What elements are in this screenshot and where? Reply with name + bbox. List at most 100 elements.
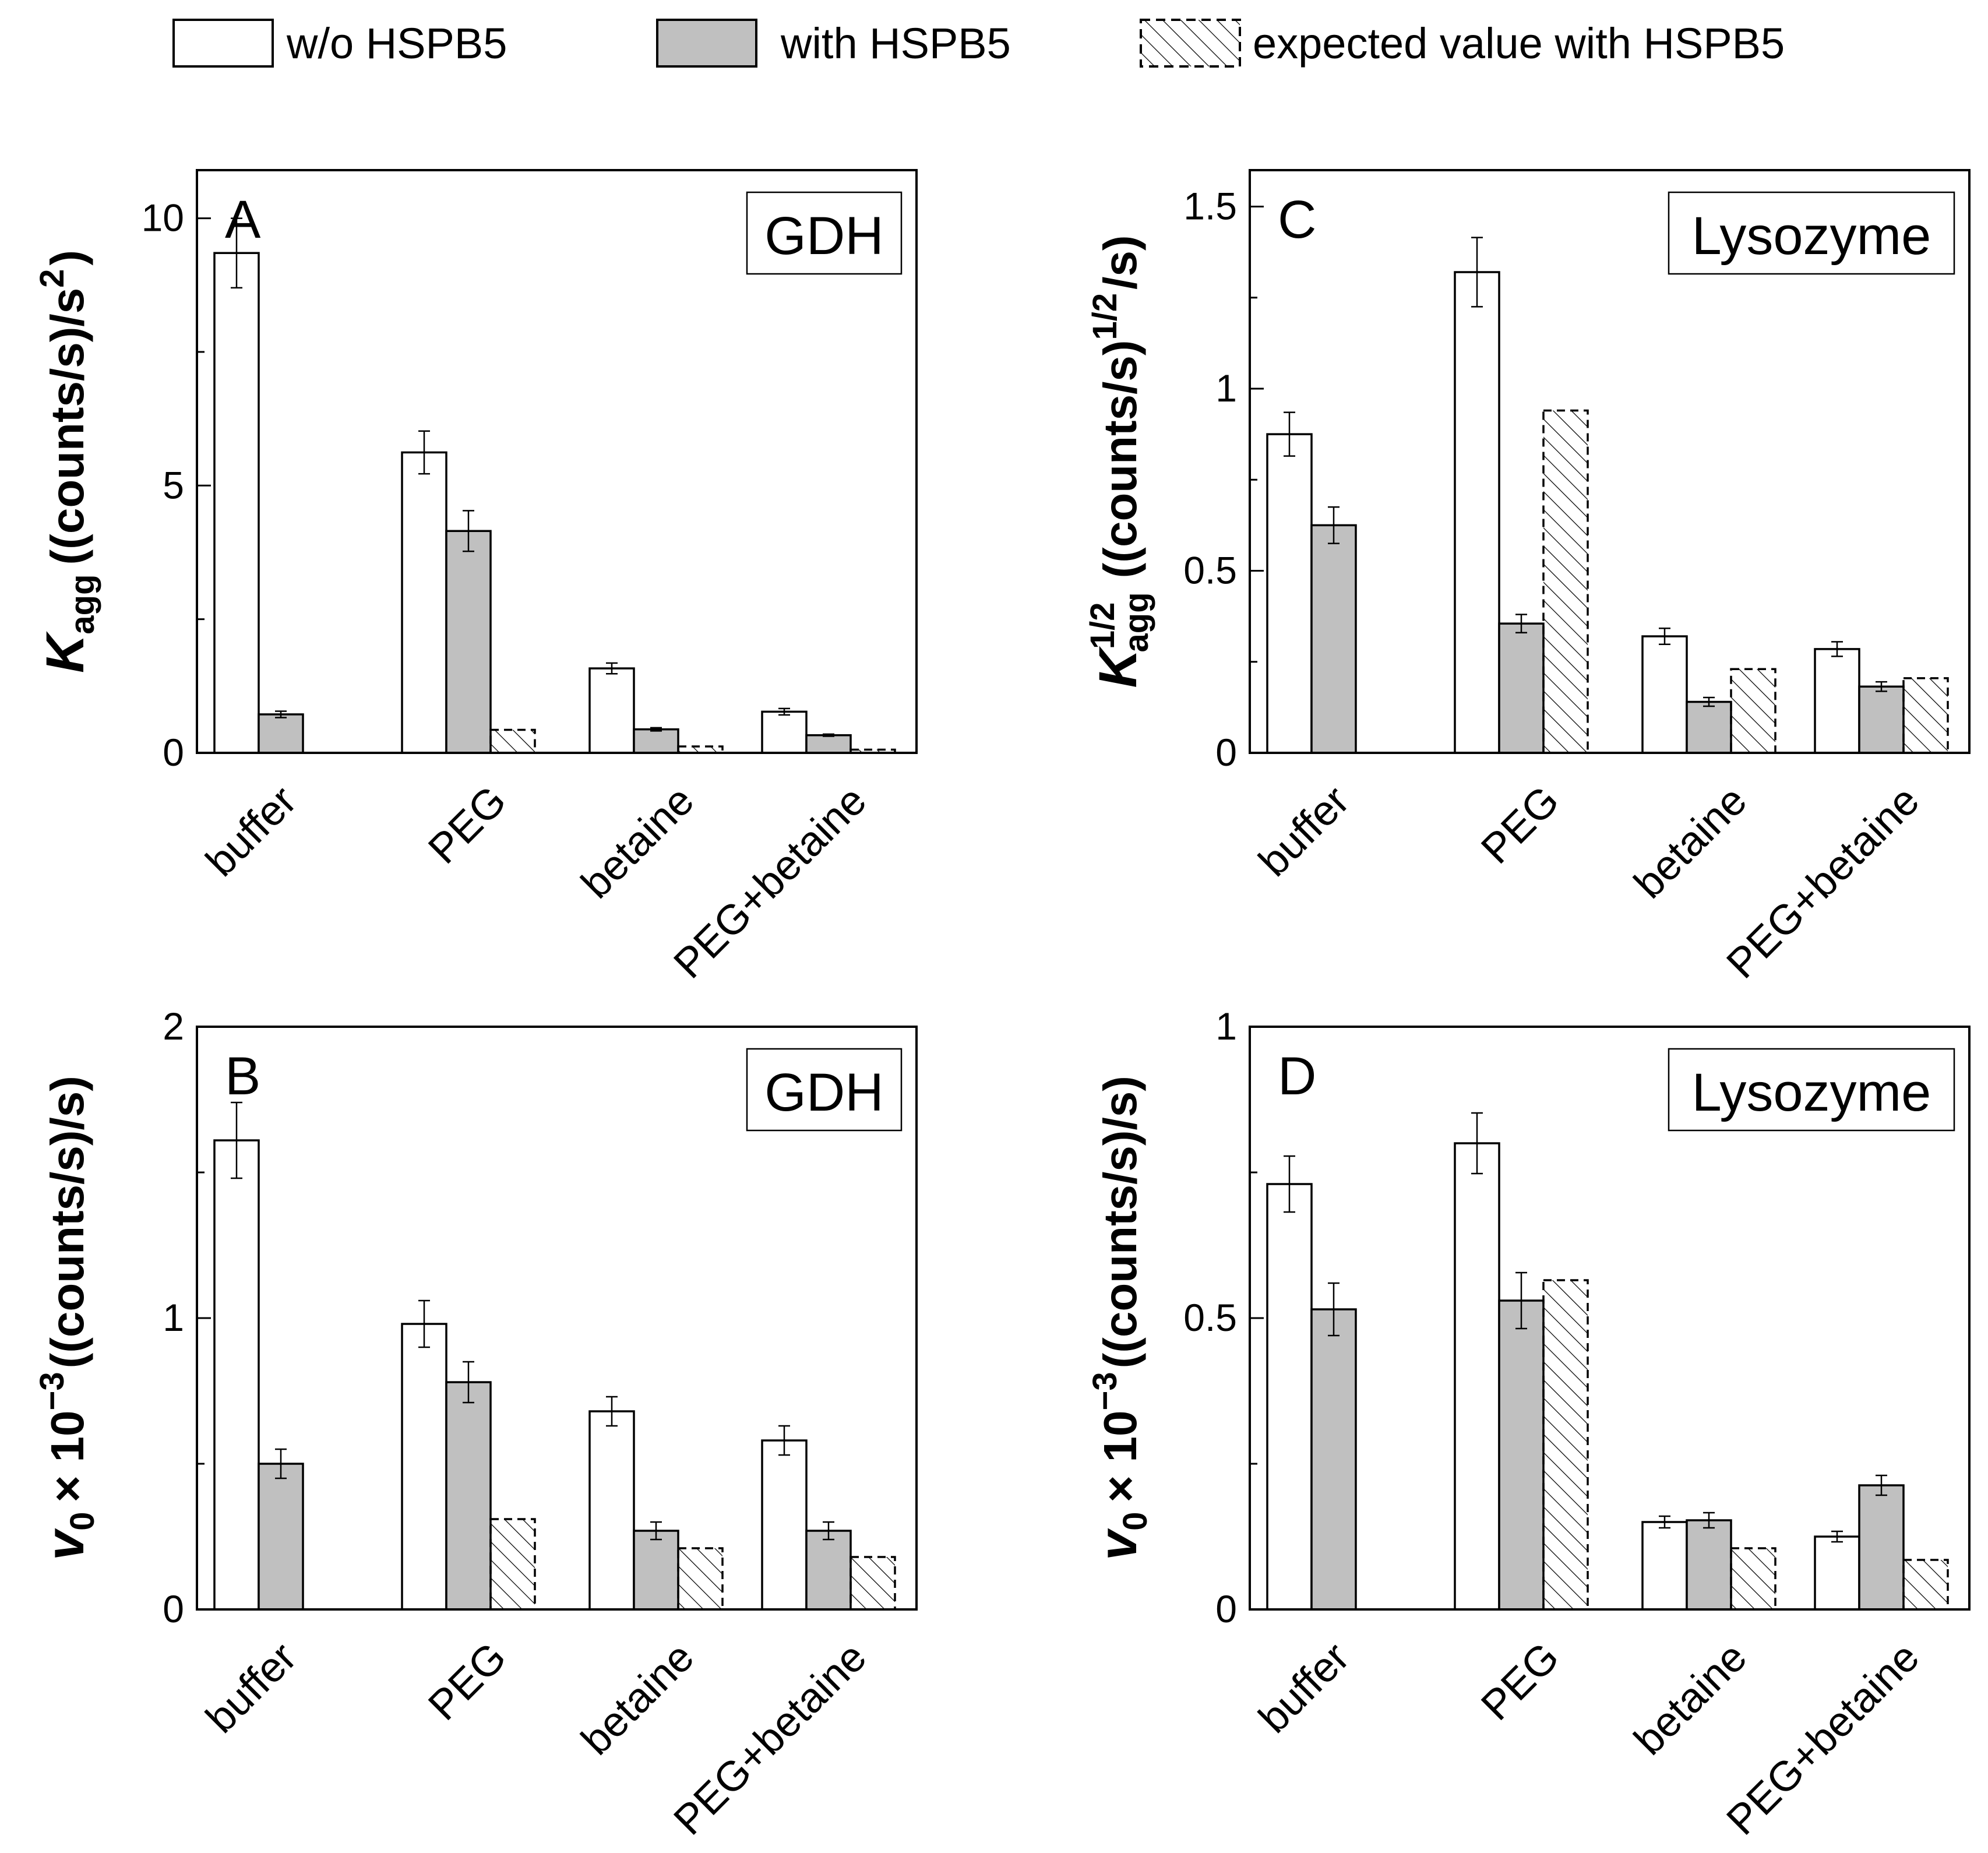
y-tick-label: 5	[163, 463, 184, 506]
bar-C-s2-c2	[1730, 668, 1776, 754]
y-axis-label-tail: ((counts/s)/s)	[41, 1076, 93, 1368]
category-label: buffer	[197, 1634, 305, 1742]
bar-B-s1-c0	[258, 1463, 304, 1611]
category-label: betaine	[573, 777, 703, 908]
bar-A-s0-c2	[588, 667, 635, 754]
y-axis-label-sup: −3	[1086, 1372, 1124, 1410]
legend-label-with: with HSPB5	[780, 19, 1011, 68]
bar-B-s0-c1	[401, 1323, 447, 1611]
y-axis-label: Kagg ((counts/s)/s2)	[33, 250, 101, 673]
y-axis-label: K1/2agg((counts/s)1/2/s)	[1084, 235, 1155, 688]
protein-label: Lysozyme	[1692, 1063, 1931, 1122]
y-tick-label: 1	[163, 1296, 184, 1339]
y-axis-label-sub: agg	[1118, 592, 1155, 652]
bar-A-s1-c3	[805, 734, 852, 754]
y-tick-label: 0	[1215, 1587, 1237, 1630]
y-axis-label-tail: )	[41, 250, 93, 266]
bar-A-s0-c3	[761, 710, 808, 754]
protein-label-box	[746, 1048, 903, 1132]
protein-label: GDH	[764, 1063, 883, 1122]
y-axis-label-sub: 0	[1116, 1512, 1154, 1530]
y-tick-label: 10	[142, 196, 184, 239]
y-axis-label-tail: /s)	[1094, 235, 1146, 289]
y-tick-label: 0	[1215, 731, 1237, 774]
panel-letter: A	[225, 190, 261, 249]
bar-B-s1-c1	[445, 1381, 492, 1611]
bar-D-s0-c1	[1454, 1142, 1500, 1611]
category-label: buffer	[197, 777, 305, 886]
bar-C-s0-c3	[1814, 648, 1860, 754]
bar-B-s2-c3	[850, 1556, 896, 1611]
panel-letter: B	[225, 1047, 260, 1106]
y-tick-label: 1	[1215, 367, 1237, 410]
plot-frame	[196, 169, 918, 754]
category-label: PEG	[1472, 777, 1568, 873]
category-label: PEG	[420, 1634, 515, 1729]
protein-label-box	[746, 191, 903, 275]
y-axis-label-sub: agg	[64, 574, 101, 634]
bar-C-s1-c1	[1498, 622, 1545, 754]
bar-C-s2-c1	[1542, 409, 1589, 754]
legend-swatch-with	[656, 19, 757, 68]
bar-B-s2-c1	[489, 1518, 536, 1611]
panel-letter: D	[1278, 1047, 1316, 1106]
bar-A-s0-c0	[213, 252, 260, 754]
category-label: betaine	[573, 1634, 703, 1764]
y-axis-label: v0 × 10−3 ((counts/s)/s)	[33, 1076, 101, 1560]
protein-label: Lysozyme	[1692, 206, 1931, 266]
bar-D-s0-c0	[1266, 1183, 1313, 1611]
category-label: PEG	[420, 777, 515, 873]
y-axis-label-sub: 0	[64, 1512, 101, 1530]
bar-C-s0-c1	[1454, 271, 1500, 754]
bar-D-s1-c0	[1310, 1308, 1357, 1611]
bar-C-s0-c0	[1266, 433, 1313, 754]
bar-A-s1-c1	[445, 530, 492, 754]
y-axis-label-rest: ((counts/s)	[1094, 340, 1146, 578]
bar-D-s1-c3	[1858, 1484, 1905, 1611]
panel-letter: C	[1278, 190, 1316, 249]
y-axis-label-sup: −3	[33, 1372, 71, 1410]
bar-D-s2-c3	[1902, 1559, 1949, 1611]
y-tick-label: 0	[163, 731, 184, 774]
bar-A-s0-c1	[401, 451, 447, 754]
bar-C-s1-c0	[1310, 524, 1357, 754]
bar-D-s1-c1	[1498, 1299, 1545, 1611]
y-axis-label-sup: 1/2	[1086, 293, 1124, 340]
y-axis-label-main: v	[1088, 1528, 1148, 1560]
y-axis-label-sup: 2	[33, 269, 71, 288]
bar-B-s1-c2	[633, 1530, 679, 1611]
y-tick-label: 2	[163, 1005, 184, 1048]
category-label: betaine	[1626, 777, 1756, 908]
category-label: buffer	[1250, 777, 1358, 886]
bar-A-s1-c0	[258, 713, 304, 754]
bar-B-s0-c2	[588, 1410, 635, 1611]
protein-label-box	[1668, 1048, 1955, 1132]
bar-D-s1-c2	[1686, 1519, 1732, 1611]
y-axis-label-rest: × 10	[41, 1411, 93, 1503]
y-axis-label-main: K	[1088, 646, 1148, 688]
bar-D-s0-c2	[1641, 1521, 1688, 1611]
protein-label: GDH	[764, 206, 883, 266]
category-label: buffer	[1250, 1634, 1358, 1742]
y-tick-label: 0.5	[1183, 1296, 1237, 1339]
legend-swatch-without	[172, 19, 274, 68]
y-axis-label: v0 × 10−3 ((counts/s)/s)	[1086, 1076, 1154, 1560]
bar-A-s2-c1	[489, 728, 536, 754]
bar-B-s2-c2	[677, 1547, 724, 1611]
bar-B-s0-c3	[761, 1439, 808, 1611]
y-axis-label-rest: ((counts/s)/s	[41, 288, 93, 565]
bar-C-s1-c2	[1686, 700, 1732, 754]
bar-C-s0-c2	[1641, 635, 1688, 754]
category-label: betaine	[1626, 1634, 1756, 1764]
y-axis-label-rest: × 10	[1094, 1411, 1146, 1503]
y-axis-label-tail: ((counts/s)/s)	[1094, 1076, 1146, 1368]
protein-label-box	[1668, 191, 1955, 275]
legend: w/o HSPB5 with HSPB5 expected value with…	[172, 19, 1785, 68]
y-tick-label: 0	[163, 1587, 184, 1630]
plot-frame	[1249, 169, 1971, 754]
category-label: PEG	[1472, 1634, 1568, 1729]
